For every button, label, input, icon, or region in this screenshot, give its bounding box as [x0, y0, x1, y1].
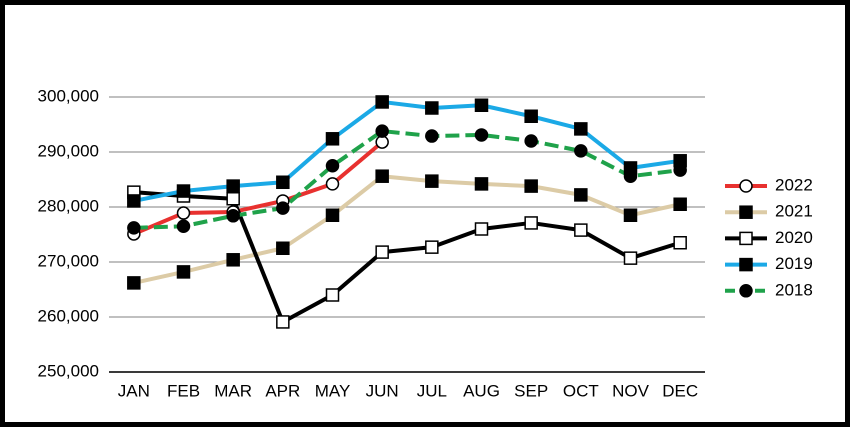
marker [276, 315, 290, 329]
marker [574, 188, 588, 202]
marker [474, 128, 489, 142]
y-tick-label: 270,000 [38, 251, 99, 270]
marker [739, 284, 753, 298]
marker [375, 95, 389, 109]
x-tick-label: DEC [662, 381, 698, 400]
x-tick-label: NOV [612, 381, 650, 400]
marker [574, 122, 588, 136]
marker [524, 134, 538, 148]
marker [176, 184, 191, 198]
marker [623, 169, 638, 183]
marker [673, 197, 687, 211]
marker [623, 251, 638, 265]
marker [325, 132, 340, 146]
marker [226, 192, 240, 206]
x-tick-label: JAN [118, 381, 150, 400]
marker [673, 163, 687, 177]
marker [226, 253, 240, 267]
marker [375, 135, 389, 149]
marker [425, 129, 439, 143]
marker [739, 179, 753, 193]
legend-label: 2020 [775, 228, 813, 247]
marker [325, 288, 340, 302]
marker [623, 208, 638, 222]
marker [739, 205, 753, 219]
legend-label: 2022 [775, 175, 813, 194]
marker [574, 144, 588, 158]
x-tick-label: SEP [514, 381, 548, 400]
marker [176, 206, 191, 220]
marker [574, 223, 588, 237]
marker [375, 169, 389, 183]
marker [425, 240, 439, 254]
marker [425, 101, 439, 115]
marker [127, 221, 141, 235]
marker [524, 179, 538, 193]
marker [375, 124, 389, 138]
x-tick-label: JUN [366, 381, 399, 400]
legend-item: 2019 [725, 254, 813, 273]
marker [474, 222, 489, 236]
x-tick-label: APR [265, 381, 300, 400]
marker [375, 245, 389, 259]
y-tick-label: 300,000 [38, 86, 99, 105]
marker [425, 174, 439, 188]
legend-label: 2019 [775, 254, 813, 273]
x-tick-label: AUG [463, 381, 500, 400]
marker [673, 236, 687, 250]
x-tick-label: OCT [563, 381, 599, 400]
y-tick-label: 260,000 [38, 306, 99, 325]
x-tick-label: MAR [214, 381, 252, 400]
y-tick-label: 280,000 [38, 196, 99, 215]
marker [474, 98, 489, 112]
series-line [133, 174, 681, 285]
x-tick-label: FEB [167, 381, 200, 400]
marker [524, 109, 538, 123]
marker [276, 241, 290, 255]
legend-item: 2022 [725, 175, 813, 194]
x-tick-label: MAY [315, 381, 351, 400]
series-line [133, 140, 384, 236]
series-line [133, 99, 681, 203]
legend-label: 2021 [775, 202, 813, 221]
marker [325, 208, 340, 222]
x-tick-label: JUL [417, 381, 447, 400]
series-line [133, 129, 681, 230]
legend-label: 2018 [775, 280, 813, 299]
legend-item: 2020 [725, 228, 813, 247]
legend-item: 2021 [725, 202, 813, 221]
marker [325, 177, 340, 191]
y-tick-label: 290,000 [38, 141, 99, 160]
marker [325, 159, 340, 173]
marker [127, 276, 141, 290]
marker [127, 194, 141, 208]
marker [176, 265, 191, 279]
marker [276, 175, 290, 189]
legend-item: 2018 [725, 280, 813, 299]
marker [739, 231, 753, 246]
marker [276, 201, 290, 215]
marker [226, 179, 240, 193]
marker [474, 177, 489, 191]
marker [739, 257, 753, 272]
marker [226, 209, 240, 223]
marker [176, 219, 191, 233]
series-line [133, 190, 681, 324]
y-tick-label: 250,000 [38, 361, 99, 380]
marker [524, 216, 538, 230]
